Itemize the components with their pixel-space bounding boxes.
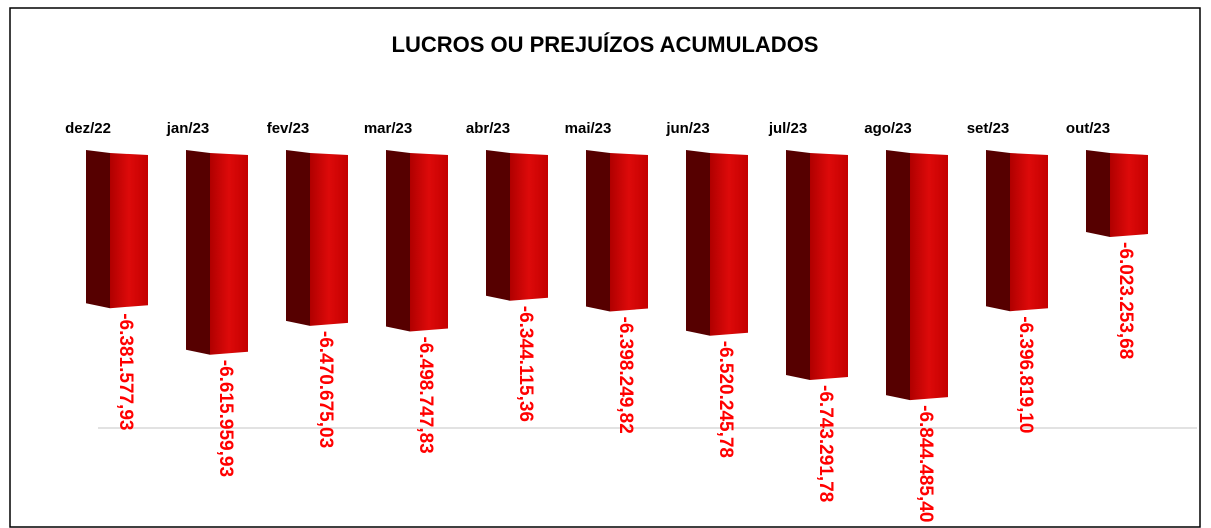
bar-side [486,150,510,301]
bar [410,153,448,332]
bar [810,153,848,381]
bar [1010,153,1048,312]
bar-side [886,150,910,401]
bar [610,153,648,312]
x-tick-label: out/23 [1066,120,1110,137]
x-tick-label: mar/23 [364,120,412,137]
value-label: -6.381.577,93 [115,313,136,430]
chart-title: LUCROS OU PREJUÍZOS ACUMULADOS [392,32,819,57]
bar [910,153,948,401]
value-label: -6.743.291,78 [815,385,836,502]
value-label: -6.344.115,36 [515,306,536,422]
bar-side [786,150,810,381]
bar [310,153,348,326]
bar-side [1086,150,1110,238]
value-label: -6.520.245,78 [715,341,736,458]
frame [9,7,1201,528]
bar-side [286,150,310,326]
bar [210,153,248,355]
value-label: -6.023.253,68 [1115,242,1136,359]
x-tick-label: jan/23 [166,120,210,137]
bar [510,153,548,301]
x-tick-label: fev/23 [267,120,310,137]
value-label: -6.844.485,40 [915,405,936,522]
bar [1110,153,1148,238]
x-tick-label: abr/23 [466,120,510,137]
bar-side [686,150,710,336]
bar-side [86,150,110,309]
value-label: -6.498.747,83 [415,336,436,453]
value-label: -6.398.249,82 [615,317,636,434]
x-tick-label: set/23 [967,120,1010,137]
bar-side [586,150,610,312]
bar-side [186,150,210,355]
bar-side [986,150,1010,312]
x-tick-label: ago/23 [864,120,912,137]
value-label: -6.615.959,93 [215,360,236,477]
value-label: -6.470.675,03 [315,331,336,448]
value-label: -6.396.819,10 [1015,316,1036,433]
bar [710,153,748,336]
x-tick-label: jul/23 [768,120,807,137]
x-tick-label: dez/22 [65,120,111,137]
x-tick-label: mai/23 [565,120,612,137]
x-tick-label: jun/23 [665,120,709,137]
bar [110,153,148,309]
bar-side [386,150,410,332]
